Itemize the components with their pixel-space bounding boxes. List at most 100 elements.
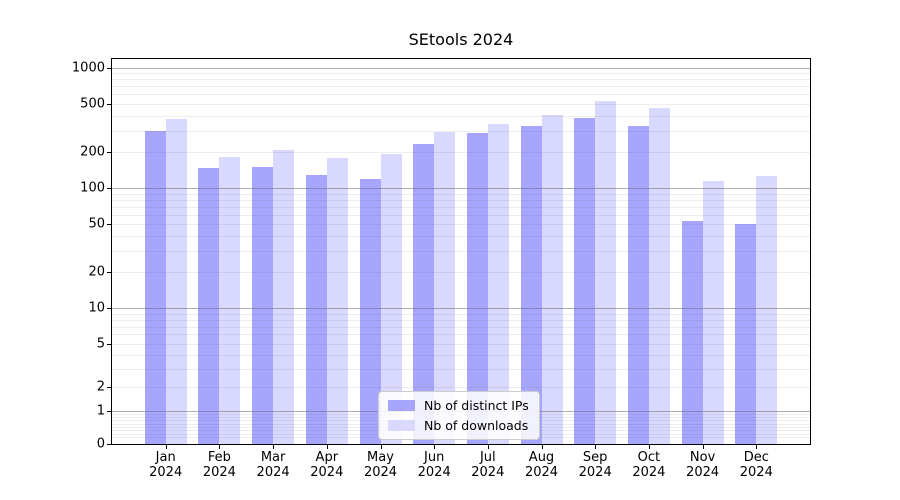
minor-gridline (112, 334, 810, 336)
x-axis-tick-label: Dec 2024 (739, 450, 773, 480)
bar-mar-downloads (273, 150, 295, 444)
bar-mar-distinct-ips (252, 167, 274, 444)
x-axis-tick-label: Jan 2024 (149, 450, 183, 480)
y-axis-tick (107, 444, 111, 445)
x-axis-tick (756, 445, 758, 449)
bar-sep-distinct-ips (574, 118, 596, 444)
legend-item-distinct-ips: Nb of distinct IPs (388, 398, 529, 413)
x-axis-tick-label: Oct 2024 (632, 450, 666, 480)
y-axis-tick (107, 188, 111, 190)
x-axis-tick-label: Sep 2024 (578, 450, 612, 480)
y-axis-tick-label: 20 (88, 264, 105, 280)
y-axis-tick (107, 343, 111, 345)
legend-swatch-downloads (388, 420, 415, 431)
y-axis-tick-label: 500 (80, 96, 105, 112)
y-axis-tick-label: 1 (96, 403, 105, 419)
bar-may-downloads (380, 154, 402, 444)
bar-aug-distinct-ips (520, 126, 542, 444)
minor-gridline (112, 130, 810, 132)
minor-gridline (112, 79, 810, 81)
minor-gridline (112, 73, 810, 75)
y-axis-tick (107, 386, 111, 388)
minor-gridline (112, 368, 810, 370)
y-axis-tick-label: 50 (88, 216, 105, 232)
bar-dec-downloads (756, 176, 778, 444)
y-axis-tick (107, 151, 111, 153)
legend: Nb of distinct IPs Nb of downloads (378, 391, 540, 440)
x-axis-tick (541, 445, 543, 449)
minor-gridline (112, 236, 810, 237)
bar-aug-downloads (541, 115, 563, 444)
bar-apr-downloads (326, 158, 348, 444)
y-axis-tick-label: 0 (96, 436, 105, 452)
y-axis-tick-label: 10 (88, 300, 105, 316)
x-axis-tick-label: Feb 2024 (202, 450, 236, 480)
x-axis-tick (219, 445, 221, 449)
x-axis-tick-label: Aug 2024 (524, 450, 559, 480)
x-axis-tick (648, 445, 650, 449)
x-axis-tick (702, 445, 704, 449)
major-gridline (112, 308, 810, 310)
y-axis-tick (107, 272, 111, 274)
bar-nov-distinct-ips (681, 221, 703, 444)
minor-gridline (112, 326, 810, 328)
major-gridline (112, 188, 810, 190)
x-axis-tick-label: Nov 2024 (686, 450, 720, 480)
y-axis-tick-label: 1000 (71, 60, 105, 76)
bar-feb-downloads (219, 156, 241, 444)
y-axis-tick (107, 411, 111, 413)
minor-gridline (112, 319, 810, 321)
bar-jun-distinct-ips (413, 144, 435, 444)
y-axis-tick-label: 100 (80, 180, 105, 196)
chart-title: SEtools 2024 (408, 30, 514, 49)
bar-oct-distinct-ips (627, 125, 649, 444)
bar-may-distinct-ips (359, 178, 381, 444)
x-axis-tick-label: Jun 2024 (417, 450, 451, 480)
x-axis-tick (380, 445, 382, 449)
minor-gridline (112, 251, 810, 252)
bar-sep-downloads (595, 101, 617, 444)
legend-item-downloads: Nb of downloads (388, 418, 529, 433)
x-axis-tick-label: May 2024 (363, 450, 398, 480)
y-axis-tick (107, 308, 111, 310)
minor-gridline (112, 206, 810, 208)
y-axis-tick-label: 2 (96, 379, 105, 394)
x-axis-tick-label: Apr 2024 (310, 450, 344, 480)
bar-jul-downloads (487, 124, 509, 444)
legend-swatch-distinct-ips (388, 400, 415, 411)
bar-jan-downloads (165, 119, 187, 444)
x-axis-tick-label: Mar 2024 (256, 450, 290, 480)
minor-gridline (112, 199, 810, 201)
minor-gridline (112, 272, 810, 274)
minor-gridline (112, 313, 810, 315)
minor-gridline (112, 214, 810, 216)
minor-gridline (112, 151, 810, 153)
x-axis-tick (595, 445, 597, 449)
bar-jul-distinct-ips (466, 133, 488, 444)
x-axis-tick (165, 445, 167, 449)
x-axis-tick (326, 445, 328, 449)
y-axis-tick (107, 67, 111, 69)
minor-gridline (112, 115, 810, 117)
x-axis-tick (434, 445, 436, 449)
bar-jan-distinct-ips (144, 130, 166, 444)
bar-nov-downloads (702, 180, 724, 444)
legend-label-downloads: Nb of downloads (424, 418, 529, 433)
bar-feb-distinct-ips (198, 168, 220, 444)
y-axis-tick-label: 5 (96, 336, 105, 352)
bar-jun-downloads (434, 131, 456, 444)
minor-gridline (112, 94, 810, 96)
bar-dec-distinct-ips (735, 224, 757, 444)
minor-gridline (112, 224, 810, 226)
x-axis-tick (487, 445, 489, 449)
x-axis-tick-label: Jul 2024 (471, 450, 505, 480)
minor-gridline (112, 193, 810, 195)
y-axis-tick (107, 103, 111, 105)
minor-gridline (112, 343, 810, 345)
major-gridline (112, 67, 810, 69)
minor-gridline (112, 103, 810, 105)
x-axis-tick (273, 445, 275, 449)
y-axis-tick-label: 200 (80, 144, 105, 160)
bar-oct-downloads (648, 108, 670, 444)
